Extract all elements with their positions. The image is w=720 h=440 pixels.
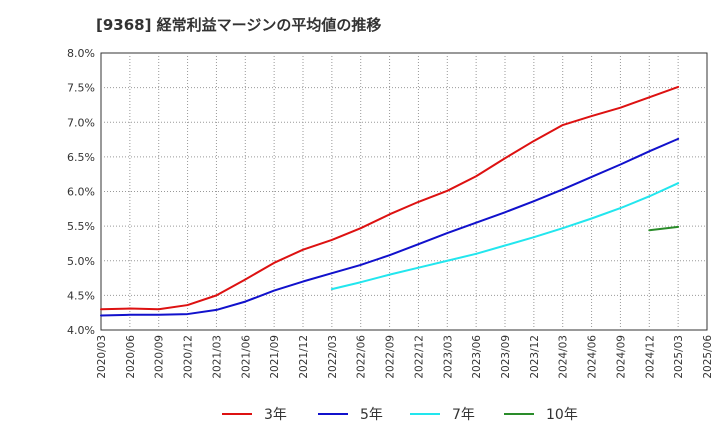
series-line (648, 225, 680, 232)
x-tick-label: 2024/09 (615, 335, 627, 379)
x-tick-label: 2021/03 (211, 335, 223, 379)
x-tick-label: 2021/12 (298, 335, 310, 379)
x-tick-label: 2020/09 (154, 335, 166, 379)
series-line (100, 85, 680, 311)
legend: 3年 5年 7年 10年 (222, 407, 578, 423)
legend-label: 5年 (360, 407, 383, 423)
y-tick-label: 7.5% (67, 82, 95, 95)
x-tick-label: 2025/03 (673, 335, 685, 379)
x-tick-label: 2023/03 (442, 335, 454, 379)
y-axis-ticks: 8.0% 7.5% 7.0% 6.5% 6.0% 5.5% 5.0% 4.5% 4.0% (67, 47, 95, 337)
x-tick-label: 2021/06 (240, 335, 252, 379)
y-tick-label: 4.0% (67, 324, 95, 337)
x-tick-label: 2023/09 (500, 335, 512, 379)
x-tick-label: 2021/09 (269, 335, 281, 379)
x-tick-label: 2024/06 (587, 335, 599, 379)
legend-label: 7年 (452, 407, 475, 423)
x-tick-label: 2024/12 (644, 335, 656, 379)
x-tick-label: 2022/09 (385, 335, 397, 379)
y-tick-label: 5.5% (67, 220, 95, 233)
x-tick-label: 2024/03 (558, 335, 570, 379)
x-tick-label: 2020/06 (125, 335, 137, 379)
chart-title: [9368] 経常利益マージンの平均値の推移 (96, 16, 382, 34)
y-tick-label: 7.0% (67, 116, 95, 129)
y-tick-label: 6.5% (67, 151, 95, 164)
x-tick-label: 2022/03 (327, 335, 339, 379)
legend-label: 3年 (264, 407, 287, 423)
y-tick-label: 8.0% (67, 47, 95, 60)
x-tick-label: 2020/12 (183, 335, 195, 379)
y-tick-label: 4.5% (67, 289, 95, 302)
legend-label: 10年 (546, 407, 578, 423)
y-tick-label: 6.0% (67, 186, 95, 199)
series-lines (100, 85, 680, 317)
y-tick-label: 5.0% (67, 255, 95, 268)
x-tick-label: 2023/12 (529, 335, 541, 379)
x-axis-ticks: 2020/03 2020/06 2020/09 2020/12 2021/03 2021/… (96, 335, 714, 379)
x-tick-label: 2022/06 (356, 335, 368, 379)
x-tick-label: 2023/06 (471, 335, 483, 379)
series-line (100, 137, 680, 317)
series-line (330, 182, 680, 291)
x-tick-label: 2020/03 (96, 335, 108, 379)
x-tick-label: 2022/12 (413, 335, 425, 379)
x-tick-label: 2025/06 (702, 335, 714, 379)
